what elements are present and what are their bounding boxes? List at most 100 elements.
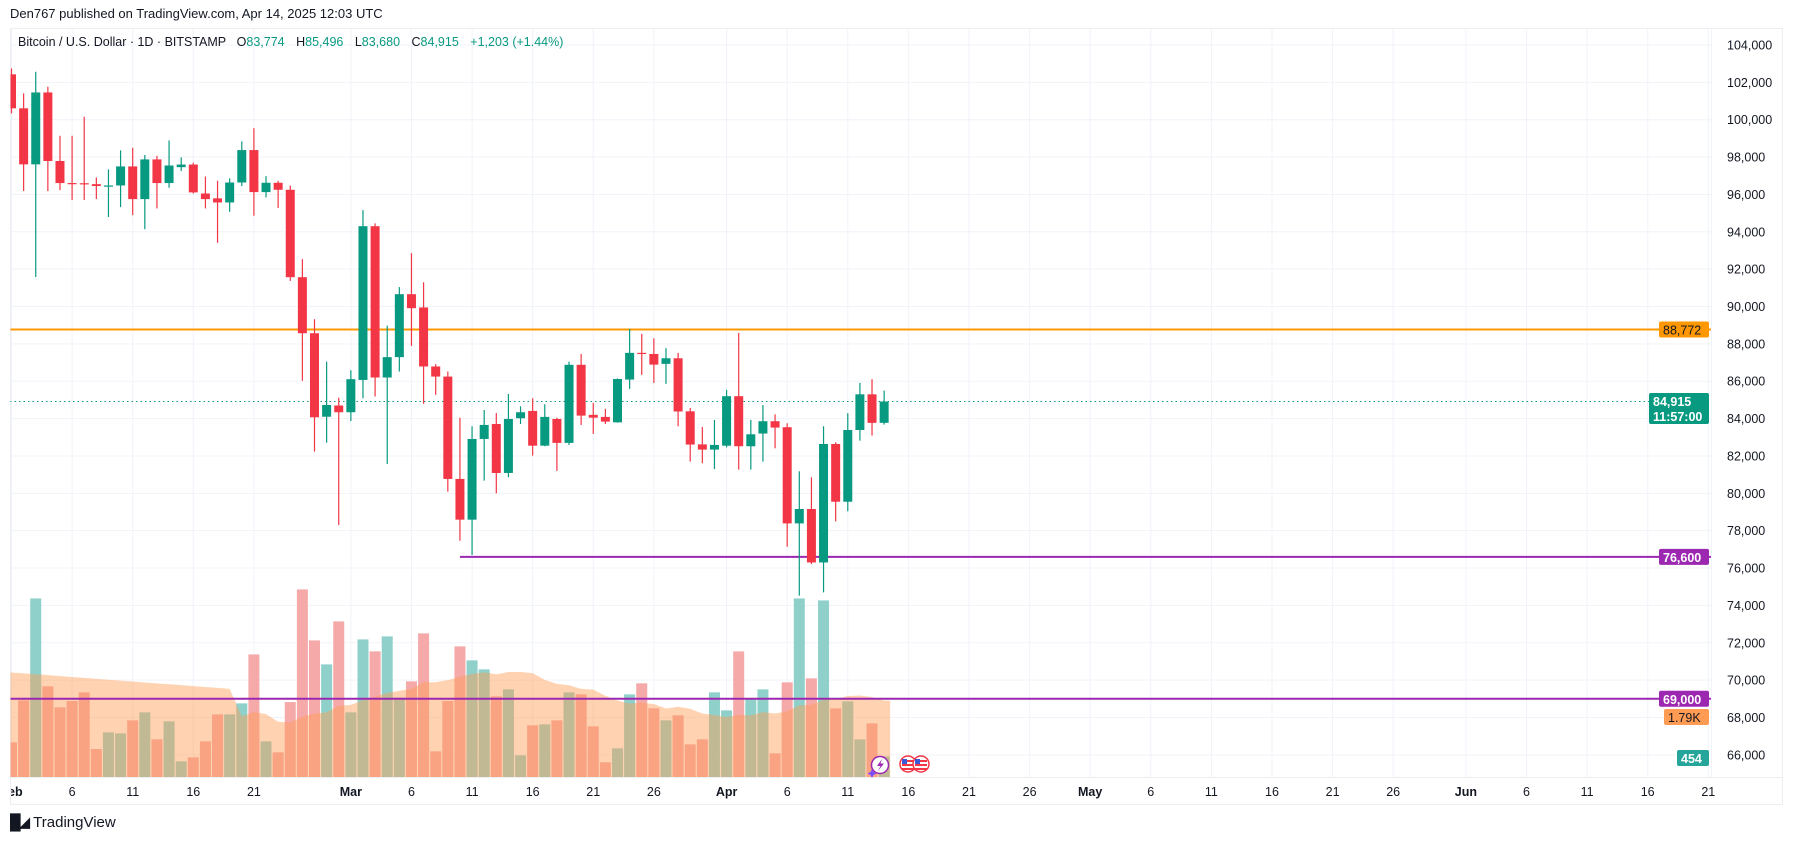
volume-bar bbox=[708, 692, 720, 777]
volume-bar bbox=[830, 708, 842, 777]
volume-bar bbox=[466, 660, 478, 777]
candle-body bbox=[188, 164, 198, 193]
time-tick-label: 11 bbox=[1581, 785, 1594, 799]
volume-last-tag: 454 bbox=[1677, 750, 1709, 766]
volume-bar bbox=[454, 646, 466, 777]
volume-bar bbox=[163, 721, 175, 777]
candle-body bbox=[261, 182, 271, 193]
candle-up bbox=[358, 210, 368, 399]
volume-bar bbox=[90, 749, 102, 777]
volume-bar bbox=[769, 753, 781, 777]
candle-down bbox=[152, 155, 162, 209]
candle-body bbox=[782, 427, 792, 524]
volume-bar bbox=[527, 725, 539, 777]
volume-bar bbox=[66, 701, 78, 777]
candle-down bbox=[431, 364, 441, 395]
candle-down bbox=[10, 68, 16, 114]
tradingview-logo[interactable]: █◢ TradingView bbox=[10, 813, 116, 832]
volume-bar bbox=[369, 651, 381, 777]
volume-last-tag-bg bbox=[1677, 750, 1709, 766]
candle-down bbox=[831, 442, 841, 522]
event-icons[interactable] bbox=[867, 755, 930, 779]
time-tick-label: 16 bbox=[1641, 785, 1655, 799]
candle-body bbox=[843, 429, 853, 502]
time-tick-label: 16 bbox=[186, 785, 200, 799]
price-tick-label: 102,000 bbox=[1727, 76, 1772, 90]
candle-down bbox=[213, 180, 223, 243]
candle-body bbox=[819, 444, 829, 563]
candle-body bbox=[722, 396, 732, 446]
candle-down bbox=[588, 402, 598, 434]
candle-body bbox=[55, 161, 65, 184]
us-flag-icon[interactable] bbox=[912, 755, 930, 773]
price-tick-label: 74,000 bbox=[1727, 599, 1765, 613]
candle-down bbox=[334, 397, 344, 526]
volume-bar bbox=[805, 678, 817, 777]
price-tick-label: 66,000 bbox=[1727, 748, 1765, 762]
candle-up bbox=[746, 419, 756, 470]
price-tick-label: 98,000 bbox=[1727, 151, 1765, 165]
line-price-tag-bg bbox=[1659, 690, 1709, 707]
volume-bar bbox=[757, 689, 769, 777]
price-tick-label: 84,000 bbox=[1727, 412, 1765, 426]
time-tick-label: 11 bbox=[1205, 785, 1218, 799]
candle-up bbox=[164, 140, 174, 188]
volume-bar bbox=[345, 712, 357, 777]
candle-up bbox=[564, 361, 574, 445]
candle-body bbox=[419, 307, 429, 367]
chart-frame bbox=[10, 28, 1783, 805]
candle-down bbox=[673, 352, 683, 427]
candle-body bbox=[806, 509, 816, 563]
time-tick-label: Apr bbox=[716, 785, 738, 799]
volume-bar bbox=[539, 724, 551, 777]
low-label: L bbox=[354, 35, 362, 49]
volume-bar bbox=[696, 739, 708, 777]
time-tick-label: 26 bbox=[647, 785, 661, 799]
volume-bar bbox=[745, 699, 757, 777]
last-price-tag-bg bbox=[1649, 393, 1709, 425]
time-axis[interactable]: Feb 6 11 16 21 Mar 6 11 16 21 26 Apr 6 11 16 21 26 May 6 11… bbox=[0, 777, 1783, 800]
candle-body bbox=[600, 416, 610, 422]
us-flag-icon[interactable] bbox=[899, 755, 917, 773]
volume-bar bbox=[672, 715, 684, 777]
volume-bar bbox=[502, 689, 514, 777]
volume-bar bbox=[248, 654, 260, 777]
time-tick-label: 11 bbox=[841, 785, 854, 799]
price-tick-label: 78,000 bbox=[1727, 524, 1765, 538]
candle-body bbox=[540, 416, 550, 446]
candle-up bbox=[540, 404, 550, 447]
candle-body bbox=[394, 294, 404, 358]
symbol-title[interactable]: Bitcoin / U.S. Dollar · 1D · BITSTAMP bbox=[18, 35, 227, 49]
candle-body bbox=[152, 159, 162, 184]
candle-body bbox=[455, 478, 465, 520]
volume-bar bbox=[721, 710, 733, 777]
line-price-tag: 76,600 bbox=[1659, 548, 1709, 565]
candle-down bbox=[576, 353, 586, 425]
volume-bar bbox=[42, 686, 54, 777]
candle-down bbox=[770, 414, 780, 449]
price-tick-label: 92,000 bbox=[1727, 263, 1765, 277]
volume-bar bbox=[818, 600, 830, 777]
candle-body bbox=[467, 438, 477, 520]
candle-body bbox=[673, 358, 683, 412]
time-tick-label: Feb bbox=[0, 785, 23, 799]
volume-bar bbox=[478, 669, 490, 777]
volume-ma-tag-text: 1.79K bbox=[1668, 711, 1701, 725]
candle-body bbox=[346, 379, 356, 413]
volume-bar bbox=[284, 702, 296, 777]
change-value: +1,203 (+1.44%) bbox=[470, 35, 564, 49]
candle-body bbox=[140, 159, 150, 200]
candle-body bbox=[855, 394, 865, 430]
time-tick-label: 6 bbox=[69, 785, 76, 799]
volume-bar bbox=[442, 701, 454, 777]
horizontal-lines[interactable] bbox=[10, 328, 1711, 700]
volume-bar bbox=[515, 755, 527, 777]
price-axis[interactable]: 104,000 102,000 100,000 98,000 96,000 94,000 9… bbox=[1711, 29, 1773, 777]
lightning-icon[interactable] bbox=[867, 755, 890, 779]
candle-body bbox=[637, 352, 647, 355]
volume-bar bbox=[127, 720, 139, 777]
candle-down bbox=[128, 147, 138, 216]
candle-body bbox=[491, 424, 501, 473]
